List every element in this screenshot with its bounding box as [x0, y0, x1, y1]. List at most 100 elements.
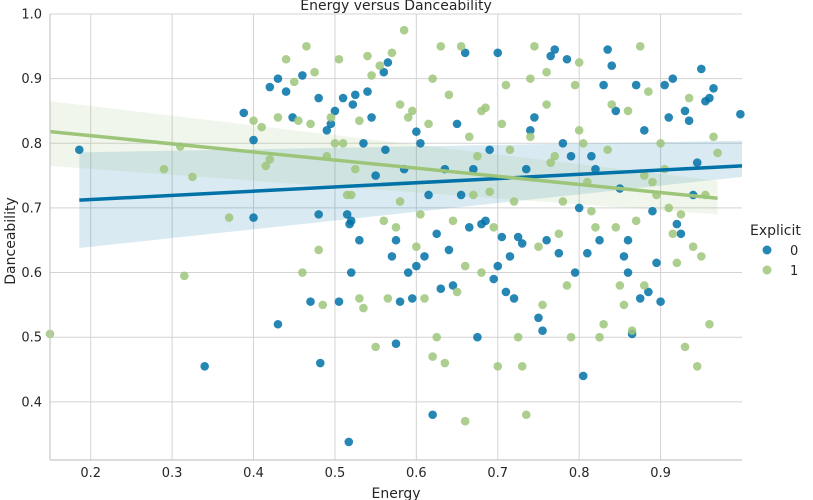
point-explicit-0	[473, 332, 482, 342]
point-explicit-0	[379, 67, 389, 77]
point-explicit-1	[318, 300, 328, 310]
legend-label-0: 0	[790, 244, 798, 259]
point-explicit-0	[607, 61, 617, 71]
point-explicit-0	[330, 106, 340, 116]
point-explicit-1	[436, 42, 446, 51]
point-explicit-1	[574, 126, 584, 135]
point-explicit-0	[381, 145, 390, 155]
point-explicit-1	[310, 67, 319, 77]
point-explicit-1	[420, 294, 429, 303]
point-explicit-1	[640, 281, 649, 290]
point-explicit-0	[436, 284, 446, 294]
point-explicit-1	[188, 172, 197, 182]
point-explicit-1	[631, 216, 641, 226]
point-explicit-1	[509, 197, 519, 206]
point-explicit-1	[367, 71, 376, 80]
point-explicit-0	[416, 138, 425, 148]
point-explicit-0	[648, 206, 657, 216]
point-explicit-1	[477, 268, 486, 277]
point-explicit-0	[273, 74, 283, 83]
point-explicit-1	[668, 229, 678, 239]
y-tick-label: 0.7	[21, 201, 42, 216]
point-explicit-1	[452, 287, 462, 297]
point-explicit-0	[558, 138, 568, 148]
point-explicit-0	[481, 216, 490, 226]
point-explicit-1	[542, 67, 551, 77]
point-explicit-1	[709, 132, 718, 142]
point-explicit-0	[705, 93, 714, 103]
point-explicit-1	[489, 223, 498, 232]
point-explicit-1	[517, 361, 527, 371]
point-explicit-1	[591, 223, 600, 232]
point-explicit-0	[664, 113, 674, 122]
point-explicit-1	[440, 358, 450, 368]
point-explicit-1	[281, 54, 291, 64]
point-explicit-0	[509, 294, 519, 303]
point-explicit-0	[587, 151, 596, 161]
point-explicit-1	[359, 303, 368, 313]
point-explicit-1	[355, 116, 364, 125]
point-explicit-0	[359, 138, 368, 148]
point-explicit-0	[505, 252, 515, 261]
point-explicit-1	[355, 294, 364, 303]
point-explicit-1	[648, 177, 657, 187]
point-explicit-1	[432, 332, 442, 342]
point-explicit-1	[338, 138, 348, 148]
point-explicit-0	[314, 210, 323, 219]
point-explicit-1	[298, 268, 307, 277]
point-explicit-1	[505, 145, 515, 155]
point-explicit-1	[469, 190, 478, 200]
point-explicit-1	[428, 352, 437, 361]
y-tick-label: 1.0	[21, 8, 42, 23]
point-explicit-1	[676, 210, 686, 219]
point-explicit-0	[709, 84, 718, 93]
point-explicit-1	[265, 155, 275, 164]
point-explicit-0	[314, 93, 323, 103]
point-explicit-1	[428, 74, 437, 83]
point-explicit-0	[534, 313, 543, 323]
x-axis-label: Energy	[371, 486, 420, 500]
chart-title: Energy versus Danceability	[300, 0, 491, 14]
point-explicit-1	[444, 90, 454, 100]
point-explicit-1	[713, 148, 722, 158]
point-explicit-0	[546, 51, 555, 61]
point-explicit-0	[501, 287, 511, 297]
point-explicit-0	[424, 190, 433, 200]
point-explicit-0	[395, 297, 405, 306]
point-explicit-0	[265, 82, 275, 92]
point-explicit-1	[448, 216, 458, 226]
point-explicit-1	[587, 206, 596, 216]
point-explicit-1	[257, 122, 266, 132]
y-tick-label: 0.8	[21, 137, 42, 152]
legend-marker-0	[762, 245, 772, 255]
point-explicit-0	[306, 297, 315, 306]
point-explicit-0	[452, 119, 462, 129]
point-explicit-0	[542, 235, 551, 245]
point-explicit-0	[554, 248, 564, 258]
point-explicit-0	[281, 87, 291, 96]
point-explicit-1	[460, 416, 470, 426]
point-explicit-1	[562, 281, 572, 290]
point-explicit-1	[485, 187, 494, 197]
point-explicit-0	[407, 294, 417, 303]
point-explicit-0	[348, 100, 358, 109]
point-explicit-1	[696, 252, 706, 261]
legend-label-1: 1	[790, 264, 798, 279]
point-explicit-1	[473, 151, 482, 161]
confidence-bands	[50, 101, 743, 248]
point-explicit-1	[603, 145, 612, 155]
point-explicit-0	[350, 90, 360, 100]
point-explicit-0	[448, 281, 458, 290]
point-explicit-0	[526, 126, 535, 135]
point-explicit-1	[346, 190, 356, 200]
y-tick-label: 0.4	[21, 395, 42, 410]
point-explicit-0	[489, 274, 498, 284]
point-explicit-0	[566, 151, 576, 161]
point-explicit-0	[513, 232, 523, 242]
point-explicit-1	[558, 197, 568, 206]
point-explicit-0	[660, 80, 669, 90]
point-explicit-0	[322, 126, 332, 135]
point-explicit-0	[583, 248, 592, 258]
point-explicit-1	[546, 158, 555, 167]
point-explicit-1	[627, 326, 637, 336]
